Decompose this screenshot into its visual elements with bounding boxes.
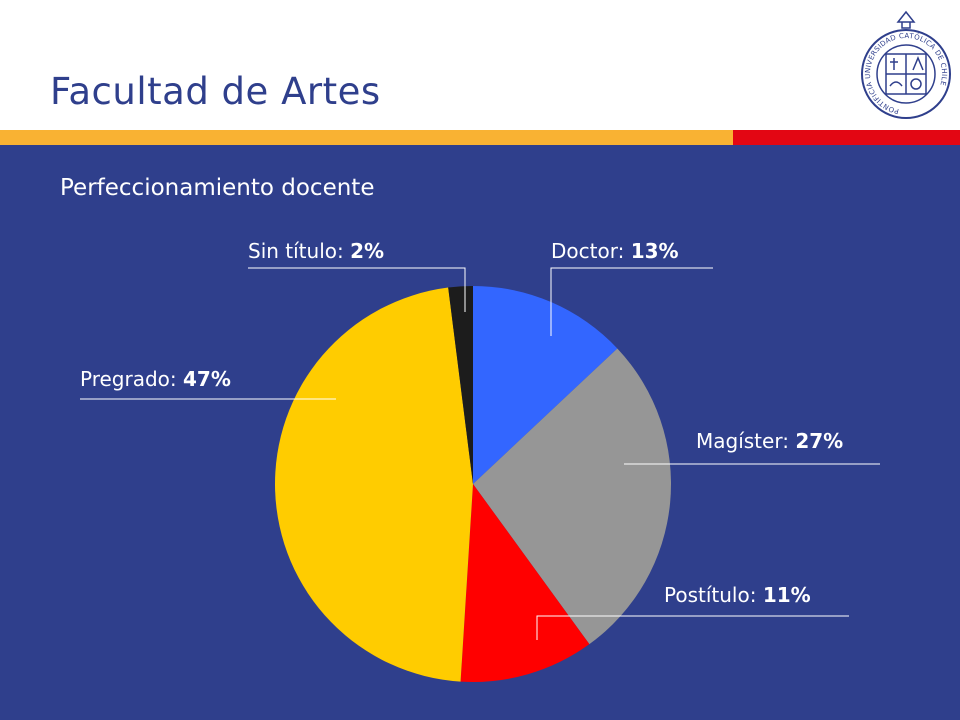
label-pregrado: Pregrado: 47% xyxy=(80,367,231,391)
leader-line-postitulo xyxy=(536,615,849,640)
label-postitulo: Postítulo: 11% xyxy=(664,583,811,607)
slice-value-sin-titulo: 2% xyxy=(350,239,385,263)
pie-slice-pregrado xyxy=(274,287,473,682)
slide-header xyxy=(0,0,960,130)
slice-label-postitulo: Postítulo xyxy=(664,583,750,607)
slice-label-doctor: Doctor xyxy=(551,239,618,263)
pie-slice-sin-titulo xyxy=(448,286,473,484)
slice-value-magister: 27% xyxy=(795,429,844,453)
header-stripe-yellow xyxy=(0,130,733,145)
label-sin-titulo: Sin título: 2% xyxy=(248,239,385,263)
slice-value-doctor: 13% xyxy=(630,239,679,263)
slice-label-pregrado: Pregrado xyxy=(80,367,170,391)
label-magister: Magíster: 27% xyxy=(696,429,844,453)
university-seal-logo: PONTIFICIA UNIVERSIDAD CATÓLICA DE CHILE xyxy=(861,10,951,119)
page-title: Facultad de Artes xyxy=(50,70,381,113)
header-stripe-red xyxy=(733,130,960,145)
slice-value-postitulo: 11% xyxy=(762,583,811,607)
slice-value-pregrado: 47% xyxy=(183,367,231,391)
leader-line-doctor xyxy=(550,267,713,336)
pie-slice-magister xyxy=(473,348,672,645)
label-doctor: Doctor: 13% xyxy=(551,239,679,263)
slice-label-magister: Magíster xyxy=(696,429,783,453)
pie-slice-doctor xyxy=(473,286,618,484)
slice-label-sin-titulo: Sin título xyxy=(248,239,337,263)
pie-slice-postitulo xyxy=(460,484,590,682)
leader-line-sin-titulo xyxy=(248,267,466,312)
chart-title: Perfeccionamiento docente xyxy=(60,175,375,201)
